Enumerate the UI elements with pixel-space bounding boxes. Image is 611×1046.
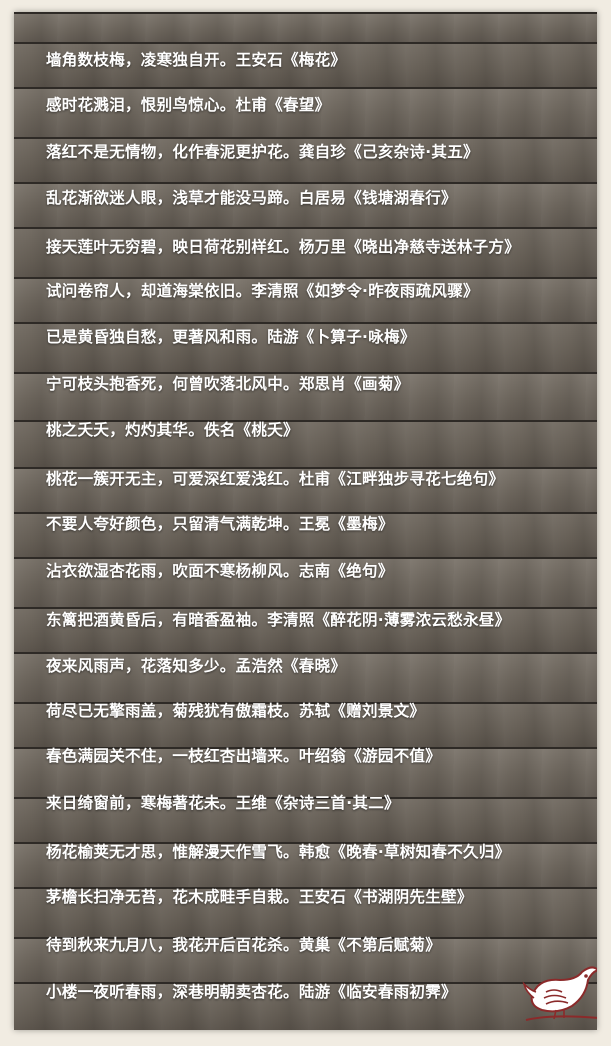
wood-plank	[14, 467, 597, 512]
wood-plank	[14, 322, 597, 372]
bird-icon	[522, 966, 597, 1021]
poem-source: 王安石《书湖阴先生壁》	[298, 888, 473, 906]
wood-plank	[14, 277, 597, 322]
wood-plank	[14, 420, 597, 467]
wood-plank	[14, 842, 597, 887]
poem-verse: 桃之夭夭，灼灼其华。	[46, 421, 205, 439]
poem-line: 落红不是无情物，化作春泥更护花。龚自珍《己亥杂诗·其五》	[46, 138, 587, 166]
poem-source: 陆游《临安春雨初霁》	[298, 983, 457, 1001]
poem-source: 杨万里《晓出净慈寺送林子方》	[298, 238, 521, 256]
poem-source: 杜甫《江畔独步寻花七绝句》	[298, 470, 505, 488]
poem-verse: 杨花榆荚无才思，惟解漫天作雪飞。	[46, 843, 299, 861]
poem-line: 墙角数枝梅，凌寒独自开。王安石《梅花》	[46, 46, 587, 74]
poem-source: 王维《杂诗三首·其二》	[235, 794, 400, 812]
poem-source: 白居易《钱塘湖春行》	[298, 189, 457, 207]
wood-plank	[14, 982, 597, 1030]
poem-line: 待到秋来九月八，我花开后百花杀。黄巢《不第后赋菊》	[46, 931, 587, 959]
poem-verse: 墙角数枝梅，凌寒独自开。	[46, 51, 236, 69]
poem-verse: 不要人夸好颜色，只留清气满乾坤。	[46, 515, 299, 533]
wood-plank	[14, 182, 597, 227]
wood-plank	[14, 747, 597, 797]
poem-line: 已是黄昏独自愁，更著风和雨。陆游《卜算子·咏梅》	[46, 323, 587, 351]
poem-verse: 感时花溅泪，恨别鸟惊心。	[46, 96, 236, 114]
poem-source: 陆游《卜算子·咏梅》	[267, 328, 416, 346]
poem-line: 荷尽已无擎雨盖，菊残犹有傲霜枝。苏轼《赠刘景文》	[46, 697, 587, 725]
poem-line: 茅檐长扫净无苔，花木成畦手自栽。王安石《书湖阴先生壁》	[46, 883, 587, 911]
poem-source: 黄巢《不第后赋菊》	[298, 936, 442, 954]
poem-verse: 宁可枝头抱香死，何曾吹落北风中。	[46, 375, 299, 393]
wood-plank	[14, 607, 597, 652]
wood-plank	[14, 227, 597, 277]
poem-source: 韩愈《晚春·草树知春不久归》	[298, 843, 511, 861]
poem-source: 志南《绝句》	[298, 562, 394, 580]
poem-source: 孟浩然《春晓》	[235, 657, 347, 675]
poem-source: 龚自珍《己亥杂诗·其五》	[298, 143, 479, 161]
poem-verse: 来日绮窗前，寒梅著花未。	[46, 794, 236, 812]
poem-verse: 夜来风雨声，花落知多少。	[46, 657, 236, 675]
poem-line: 春色满园关不住，一枝红杏出墙来。叶绍翁《游园不值》	[46, 742, 587, 770]
poem-source: 苏轼《赠刘景文》	[298, 702, 426, 720]
poem-verse: 试问卷帘人，却道海棠依旧。	[46, 282, 252, 300]
poem-verse: 落红不是无情物，化作春泥更护花。	[46, 143, 299, 161]
poem-source: 王安石《梅花》	[235, 51, 347, 69]
wood-plank	[14, 42, 597, 87]
poem-line: 东篱把酒黄昏后，有暗香盈袖。李清照《醉花阴·薄雾浓云愁永昼》	[46, 606, 587, 634]
poem-verse: 沾衣欲湿杏花雨，吹面不寒杨柳风。	[46, 562, 299, 580]
wood-plank	[14, 937, 597, 982]
poem-line: 来日绮窗前，寒梅著花未。王维《杂诗三首·其二》	[46, 789, 587, 817]
wood-plank	[14, 512, 597, 557]
poem-source: 叶绍翁《游园不值》	[298, 747, 442, 765]
poem-line: 桃花一簇开无主，可爱深红爱浅红。杜甫《江畔独步寻花七绝句》	[46, 465, 587, 493]
poem-verse: 茅檐长扫净无苔，花木成畦手自栽。	[46, 888, 299, 906]
poem-line: 沾衣欲湿杏花雨，吹面不寒杨柳风。志南《绝句》	[46, 557, 587, 585]
poem-verse: 小楼一夜听春雨，深巷明朝卖杏花。	[46, 983, 299, 1001]
poem-source: 佚名《桃夭》	[204, 421, 299, 439]
poem-line: 不要人夸好颜色，只留清气满乾坤。王冕《墨梅》	[46, 510, 587, 538]
poem-verse: 春色满园关不住，一枝红杏出墙来。	[46, 747, 299, 765]
poem-source: 李清照《如梦令·昨夜雨疏风骤》	[251, 282, 479, 300]
poem-verse: 接天莲叶无穷碧，映日荷花别样红。	[46, 238, 299, 256]
wood-plank	[14, 557, 597, 607]
wood-plank	[14, 702, 597, 747]
poem-line: 接天莲叶无穷碧，映日荷花别样红。杨万里《晓出净慈寺送林子方》	[46, 233, 587, 261]
poem-verse: 待到秋来九月八，我花开后百花杀。	[46, 936, 299, 954]
poem-verse: 东篱把酒黄昏后，有暗香盈袖。	[46, 611, 268, 629]
wood-plank	[14, 372, 597, 420]
poem-line: 试问卷帘人，却道海棠依旧。李清照《如梦令·昨夜雨疏风骤》	[46, 277, 587, 305]
poem-line: 感时花溅泪，恨别鸟惊心。杜甫《春望》	[46, 91, 587, 119]
poem-verse: 已是黄昏独自愁，更著风和雨。	[46, 328, 268, 346]
poem-line: 桃之夭夭，灼灼其华。佚名《桃夭》	[46, 416, 587, 444]
poem-verse: 荷尽已无擎雨盖，菊残犹有傲霜枝。	[46, 702, 299, 720]
wood-plank	[14, 797, 597, 842]
wood-board: 墙角数枝梅，凌寒独自开。王安石《梅花》 感时花溅泪，恨别鸟惊心。杜甫《春望》 落红不…	[14, 12, 597, 1030]
poem-line: 小楼一夜听春雨，深巷明朝卖杏花。陆游《临安春雨初霁》	[46, 978, 587, 1006]
poem-verse: 桃花一簇开无主，可爱深红爱浅红。	[46, 470, 299, 488]
wood-plank	[14, 137, 597, 182]
poem-line: 杨花榆荚无才思，惟解漫天作雪飞。韩愈《晚春·草树知春不久归》	[46, 838, 587, 866]
poem-source: 李清照《醉花阴·薄雾浓云愁永昼》	[267, 611, 511, 629]
poem-line: 乱花渐欲迷人眼，浅草才能没马蹄。白居易《钱塘湖春行》	[46, 184, 587, 212]
poem-source: 王冕《墨梅》	[298, 515, 394, 533]
poem-line: 宁可枝头抱香死，何曾吹落北风中。郑思肖《画菊》	[46, 370, 587, 398]
wood-plank	[14, 12, 597, 42]
poem-line: 夜来风雨声，花落知多少。孟浩然《春晓》	[46, 652, 587, 680]
poem-source: 郑思肖《画菊》	[298, 375, 410, 393]
wood-plank	[14, 887, 597, 937]
wood-plank	[14, 87, 597, 137]
poem-source: 杜甫《春望》	[235, 96, 331, 114]
wood-plank	[14, 652, 597, 702]
poem-verse: 乱花渐欲迷人眼，浅草才能没马蹄。	[46, 189, 299, 207]
